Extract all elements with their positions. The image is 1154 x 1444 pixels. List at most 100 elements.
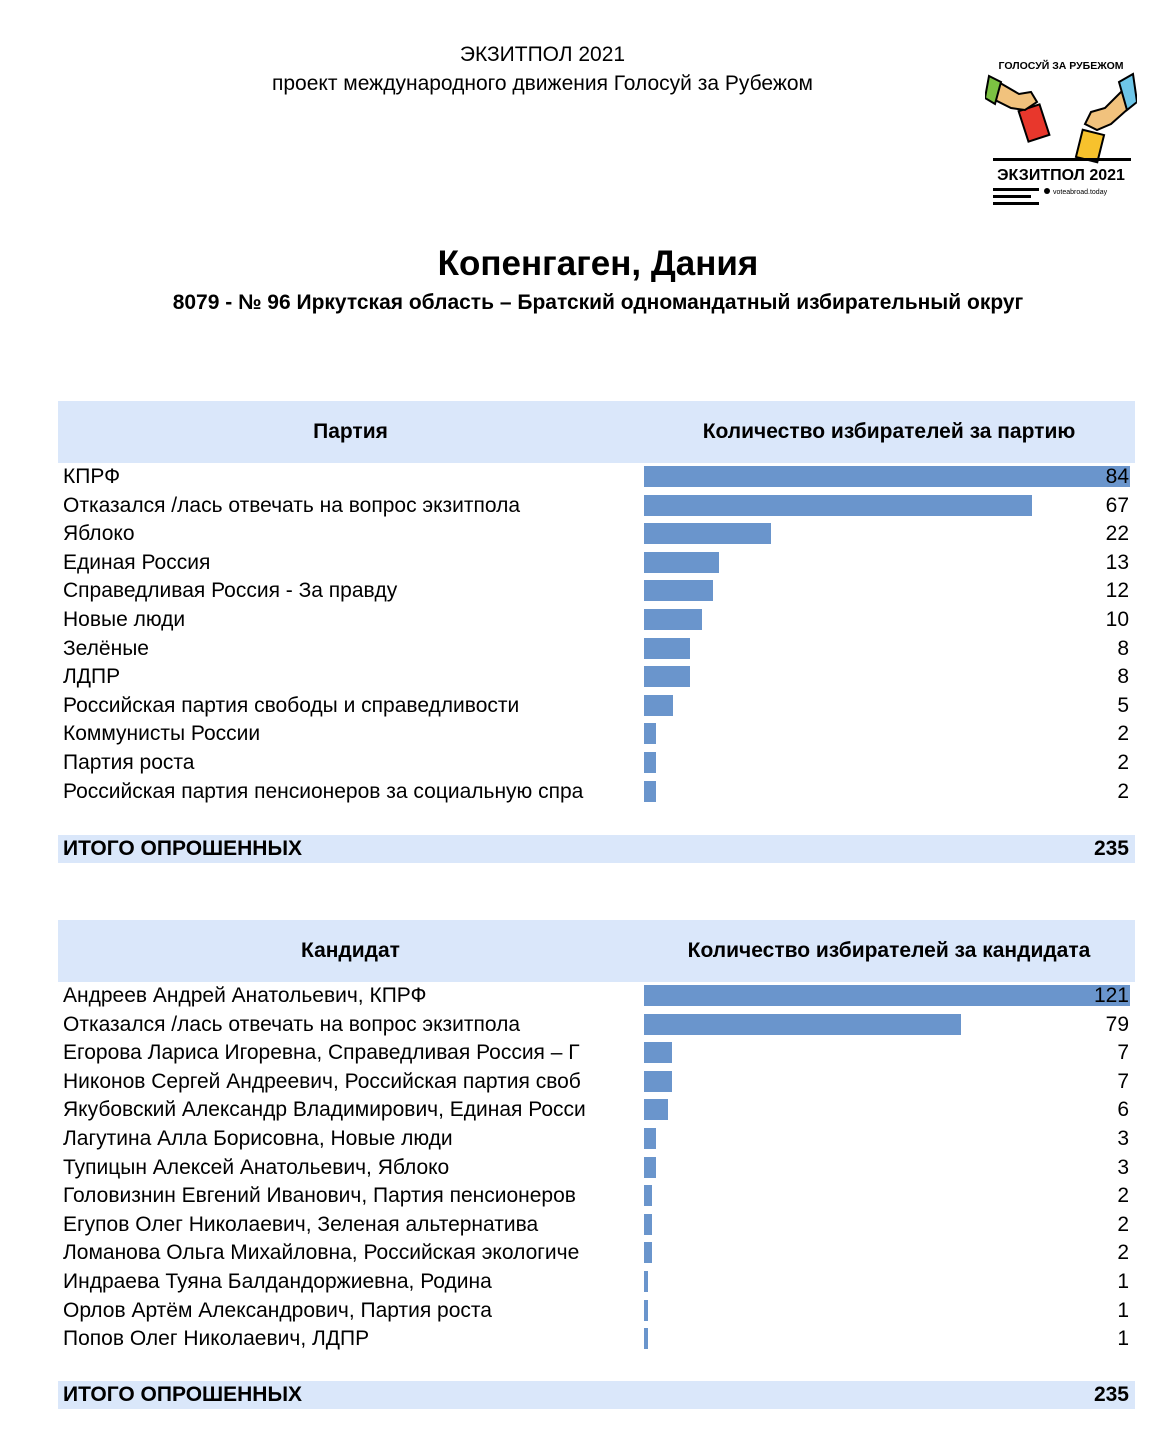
candidate-bar	[644, 1127, 656, 1149]
party-value: 13	[1105, 550, 1129, 574]
candidate-label: Отказался /лась отвечать на вопрос экзит…	[63, 1012, 521, 1036]
party-row: Яблоко 22	[58, 520, 1135, 549]
candidate-bar	[644, 1070, 672, 1092]
candidate-label: Головизнин Евгений Иванович, Партия пенс…	[63, 1184, 576, 1208]
candidate-bar	[644, 1013, 961, 1035]
logo-main-text: ЭКЗИТПОЛ 2021	[997, 167, 1125, 184]
party-label: Российская партия свободы и справедливос…	[63, 693, 520, 717]
party-bar	[644, 694, 673, 716]
party-table: Партия Количество избирателей за партию …	[58, 401, 1135, 863]
candidate-value: 6	[1117, 1098, 1129, 1122]
candidate-value: 121	[1093, 984, 1129, 1007]
party-value: 12	[1105, 579, 1129, 603]
candidate-row: Егупов Олег Николаевич, Зеленая альтерна…	[58, 1211, 1135, 1240]
party-value: 67	[1105, 493, 1129, 517]
party-label: Справедливая Россия - За правду	[63, 579, 398, 603]
party-bar	[644, 466, 1130, 487]
candidate-row: Индраева Туяна Балдандоржиевна, Родина 1	[58, 1268, 1135, 1297]
party-total-row: ИТОГО ОПРОШЕННЫХ 235	[58, 835, 1135, 863]
candidate-table: Кандидат Количество избирателей за канди…	[58, 920, 1135, 1409]
candidate-bar	[644, 1156, 656, 1178]
candidate-row: Ломанова Ольга Михайловна, Российская эк…	[58, 1239, 1135, 1268]
candidate-row: Лагутина Алла Борисовна, Новые люди 3	[58, 1125, 1135, 1154]
party-label: Коммунисты России	[63, 722, 261, 746]
candidate-bar	[644, 985, 1130, 1006]
candidate-value: 7	[1117, 1069, 1129, 1093]
candidate-row: Андреев Андрей Анатольевич, КПРФ 121	[58, 982, 1135, 1011]
party-rows: КПРФ 84 Отказался /лась отвечать на вопрос…	[58, 463, 1135, 806]
party-label: Российская партия пенсионеров за социаль…	[63, 779, 584, 803]
party-row: Партия роста 2	[58, 749, 1135, 778]
party-bar	[644, 494, 1032, 516]
candidate-total-label: ИТОГО ОПРОШЕННЫХ	[63, 1383, 303, 1406]
party-value: 5	[1117, 693, 1129, 717]
candidate-label: Орлов Артём Александрович, Партия роста	[63, 1298, 492, 1322]
candidate-row: Отказался /лась отвечать на вопрос экзит…	[58, 1011, 1135, 1040]
candidate-value: 1	[1117, 1298, 1129, 1322]
candidate-bar	[644, 1213, 652, 1235]
party-bar	[644, 723, 656, 745]
party-label: КПРФ	[63, 465, 121, 488]
party-bar	[644, 780, 656, 802]
candidate-label: Индраева Туяна Балдандоржиевна, Родина	[63, 1269, 492, 1293]
candidate-total-row: ИТОГО ОПРОШЕННЫХ 235	[58, 1381, 1135, 1409]
candidate-row: Егорова Лариса Игоревна, Справедливая Ро…	[58, 1039, 1135, 1068]
left-hand-ballot-icon	[985, 74, 1051, 143]
party-value: 84	[1105, 465, 1129, 488]
party-label: Партия роста	[63, 750, 195, 774]
candidate-bar	[644, 1328, 648, 1350]
candidate-rows: Андреев Андрей Анатольевич, КПРФ 121 Отказ…	[58, 982, 1135, 1354]
party-row: Единая Россия 13	[58, 549, 1135, 578]
candidate-value: 2	[1117, 1184, 1129, 1208]
city-title: Копенгаген, Дания	[437, 244, 759, 283]
candidate-bar	[644, 1270, 648, 1292]
report-title: ЭКЗИТПОЛ 2021	[459, 43, 626, 66]
logo-top-text: ГОЛОСУЙ ЗА РУБЕЖОМ	[999, 59, 1124, 72]
party-row: ЛДПР 8	[58, 663, 1135, 692]
candidate-value: 7	[1117, 1041, 1129, 1065]
candidate-label: Егупов Олег Николаевич, Зеленая альтерна…	[63, 1212, 539, 1236]
party-bar	[644, 666, 690, 688]
candidate-value: 3	[1117, 1126, 1129, 1150]
party-row: Российская партия пенсионеров за социаль…	[58, 778, 1135, 807]
candidate-label: Андреев Андрей Анатольевич, КПРФ	[63, 984, 427, 1007]
candidate-row: Якубовский Александр Владимирович, Едина…	[58, 1096, 1135, 1125]
ballot-slot-icon	[993, 158, 1131, 161]
logo-site-text: voteabroad.today	[1053, 189, 1108, 196]
party-row: КПРФ 84	[58, 463, 1135, 492]
party-value: 22	[1105, 522, 1129, 546]
candidate-row: Попов Олег Николаевич, ЛДПР 1	[58, 1325, 1135, 1354]
party-row: Российская партия свободы и справедливос…	[58, 692, 1135, 721]
candidate-value: 2	[1117, 1212, 1129, 1236]
party-value: 10	[1105, 607, 1129, 631]
candidate-bar	[644, 1185, 652, 1207]
candidate-row: Тупицын Алексей Анатольевич, Яблоко 3	[58, 1154, 1135, 1183]
party-row: Коммунисты России 2	[58, 720, 1135, 749]
report-subtitle: проект международного движения Голосуй з…	[272, 72, 813, 95]
candidate-label: Тупицын Алексей Анатольевич, Яблоко	[63, 1155, 450, 1179]
party-bar	[644, 551, 719, 573]
candidate-bar	[644, 1099, 668, 1121]
party-label: Единая Россия	[63, 550, 211, 574]
candidate-label: Ломанова Ольга Михайловна, Российская эк…	[63, 1241, 580, 1265]
candidate-votes-column-header: Количество избирателей за кандидата	[687, 939, 1091, 962]
candidate-value: 2	[1117, 1241, 1129, 1265]
party-value: 8	[1117, 636, 1129, 660]
candidate-row: Орлов Артём Александрович, Партия роста 1	[58, 1297, 1135, 1326]
candidate-value: 1	[1117, 1269, 1129, 1293]
party-value: 8	[1117, 665, 1129, 689]
party-value: 2	[1117, 722, 1129, 746]
right-hand-ballot-icon	[1074, 72, 1137, 164]
party-total-value: 235	[1093, 837, 1129, 860]
party-bar	[644, 580, 713, 602]
candidate-value: 1	[1117, 1327, 1129, 1351]
party-bar	[644, 523, 771, 545]
party-label: Новые люди	[63, 607, 186, 631]
candidate-bar	[644, 1299, 648, 1321]
party-label: Яблоко	[63, 522, 135, 546]
candidate-bar	[644, 1242, 652, 1264]
party-label: Зелёные	[63, 636, 149, 660]
district-title: 8079 - № 96 Иркутская область – Братский…	[172, 291, 1024, 314]
party-bar	[644, 608, 702, 630]
party-label: Отказался /лась отвечать на вопрос экзит…	[63, 493, 521, 517]
